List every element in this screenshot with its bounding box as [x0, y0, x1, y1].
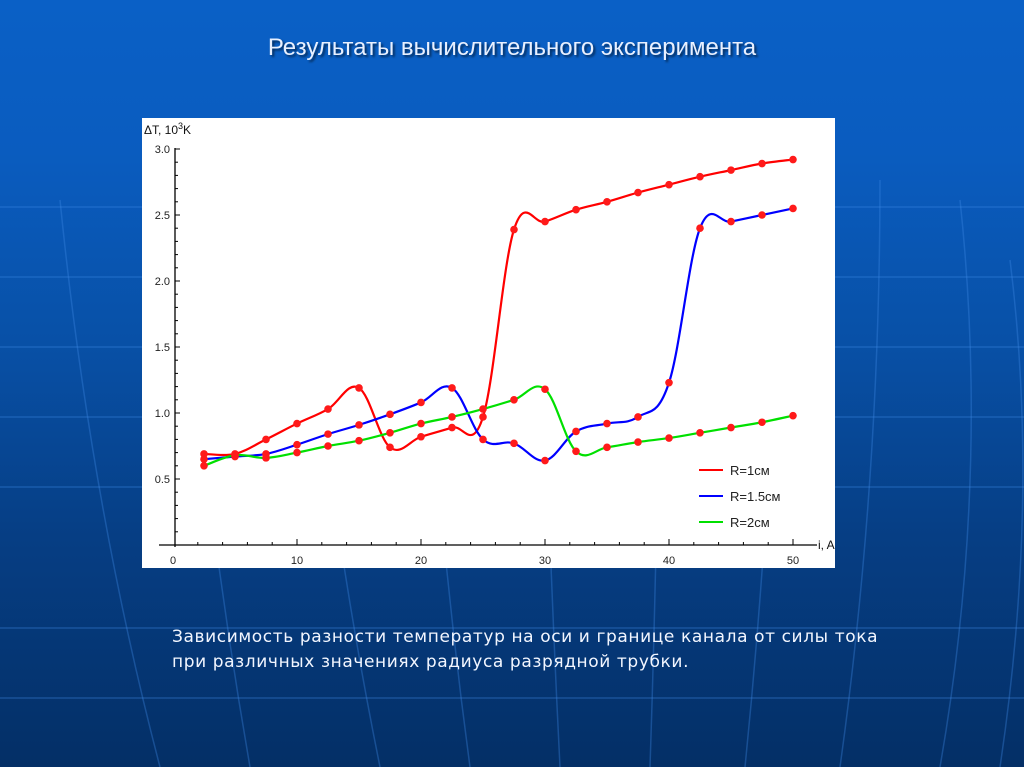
data-point	[510, 225, 518, 234]
data-point	[417, 419, 425, 428]
chart-series	[200, 155, 797, 470]
x-tick-label: 40	[663, 555, 675, 567]
series-2-markers	[200, 204, 797, 465]
data-point	[665, 378, 673, 387]
data-point	[479, 413, 487, 421]
slide-caption: Зависимость разности температур на оси и…	[172, 625, 972, 675]
data-point	[541, 385, 549, 394]
data-point	[758, 418, 766, 427]
y-tick-label: 1.5	[155, 342, 170, 354]
chart-legend: R=1см R=1.5см R=2см	[699, 463, 781, 530]
data-point	[696, 429, 704, 437]
series-1	[203, 158, 794, 457]
slide-title: Результаты вычислительного эксперимента	[267, 34, 757, 61]
data-point	[355, 384, 363, 392]
data-point	[634, 438, 642, 446]
data-point	[789, 204, 797, 213]
data-point	[231, 451, 239, 460]
data-point	[448, 384, 456, 392]
data-point	[758, 159, 766, 168]
data-point	[727, 166, 735, 174]
data-point	[417, 432, 425, 441]
data-point	[510, 396, 518, 404]
data-point	[386, 410, 394, 419]
x-tick-label: 10	[291, 555, 303, 567]
data-point	[293, 419, 301, 428]
x-tick-label: 20	[415, 555, 427, 567]
y-tick-label: 2.0	[155, 276, 170, 288]
legend-label: R=1см	[730, 463, 770, 478]
data-point	[665, 180, 673, 189]
data-point	[448, 413, 456, 421]
data-point	[386, 429, 394, 437]
x-tick-label: 0	[170, 555, 176, 567]
data-point	[541, 217, 549, 226]
legend-item: R=1см	[699, 463, 770, 478]
series-2	[203, 207, 794, 462]
data-point	[262, 454, 270, 462]
data-point	[324, 442, 332, 450]
data-point	[572, 447, 580, 456]
data-point	[789, 155, 797, 164]
data-point	[541, 456, 549, 465]
data-point	[696, 172, 704, 181]
data-point	[386, 443, 394, 452]
data-point	[448, 423, 456, 432]
data-point	[727, 423, 735, 432]
y-tick-label: 0.5	[155, 474, 170, 486]
series-3-markers	[200, 385, 797, 470]
legend-item: R=1.5см	[699, 489, 781, 504]
data-point	[696, 224, 704, 232]
data-point	[293, 448, 301, 457]
y-tick-label: 1.0	[155, 408, 170, 420]
data-point	[634, 413, 642, 421]
x-axis-label: i, A	[818, 538, 835, 552]
legend-label: R=2см	[730, 515, 770, 530]
y-tick-label: 2.5	[155, 210, 170, 222]
data-point	[479, 435, 487, 444]
data-point	[572, 427, 580, 436]
data-point	[758, 211, 766, 219]
data-point	[510, 439, 518, 448]
data-point	[727, 217, 735, 226]
data-point	[603, 419, 611, 428]
data-point	[355, 421, 363, 429]
legend-item: R=2см	[699, 515, 770, 530]
data-point	[262, 435, 270, 444]
data-point	[324, 405, 332, 413]
caption-line-1: Зависимость разности температур на оси и…	[172, 627, 879, 647]
data-point	[665, 434, 673, 442]
caption-line-2: при различных значениях радиуса разрядно…	[172, 652, 690, 672]
data-point	[200, 462, 208, 470]
data-point	[200, 455, 208, 464]
data-point	[479, 405, 487, 413]
chart-panel: 0.5 1.0 1.5 2.0 2.5 3.0 0 10 20 30 40 50 ΔT, 103K i, …	[142, 118, 835, 568]
data-point	[603, 443, 611, 452]
line-chart: 0.5 1.0 1.5 2.0 2.5 3.0 0 10 20 30 40 50 ΔT, 103K i, …	[144, 121, 835, 567]
data-point	[603, 198, 611, 206]
chart-axes: 0.5 1.0 1.5 2.0 2.5 3.0 0 10 20 30 40 50 ΔT, 103K i, …	[144, 121, 835, 567]
data-point	[417, 398, 425, 407]
data-point	[200, 450, 208, 458]
data-point	[789, 411, 797, 420]
data-point	[572, 205, 580, 214]
data-point	[293, 440, 301, 449]
x-tick-label: 50	[787, 555, 799, 567]
data-point	[324, 430, 332, 438]
x-tick-label: 30	[539, 555, 551, 567]
data-point	[634, 188, 642, 197]
series-1-markers	[200, 155, 797, 458]
legend-label: R=1.5см	[730, 489, 781, 504]
y-tick-label: 3.0	[155, 144, 170, 156]
data-point	[355, 436, 363, 445]
y-axis-label: ΔT, 103K	[144, 121, 191, 137]
